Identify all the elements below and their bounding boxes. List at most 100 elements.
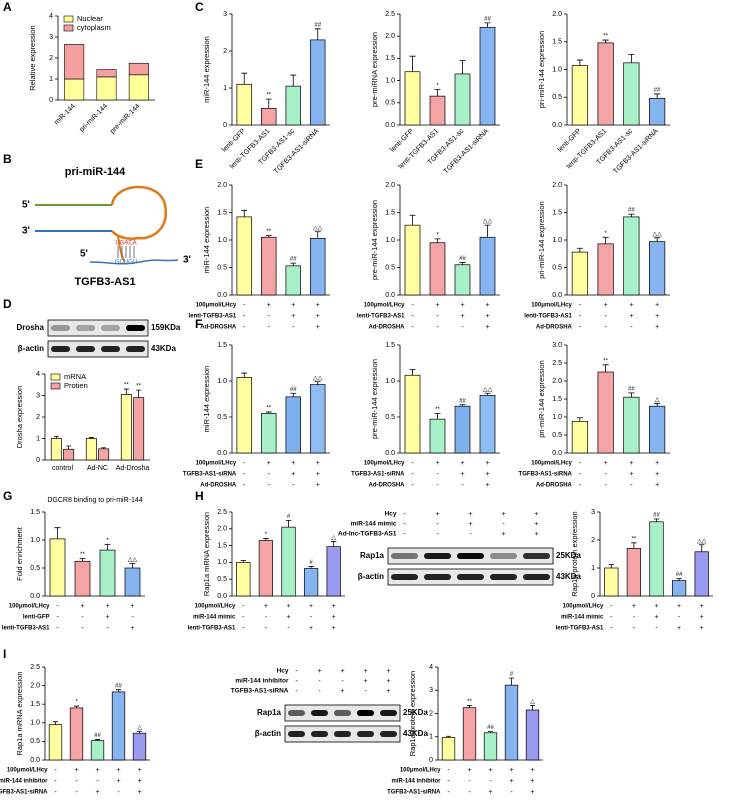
condition-label: miR-144 inhibitor — [391, 779, 441, 785]
y-tick-label: 1 — [429, 734, 433, 741]
bar — [236, 216, 252, 296]
error-bar — [576, 59, 583, 66]
y-tick-label: 3 — [223, 11, 227, 18]
annotation: ## — [459, 398, 466, 404]
bar — [285, 85, 301, 126]
y-axis-label: pri-miR-144 expression — [537, 31, 546, 109]
bar-segment — [96, 76, 117, 101]
error-bar — [314, 231, 321, 239]
y-tick-label: 1.0 — [385, 237, 395, 244]
condition-mark: - — [56, 614, 59, 621]
condition-label: TGFB3-AS1-siRNA — [0, 790, 48, 796]
condition-mark: - — [310, 614, 313, 621]
y-tick-label: 0 — [223, 122, 227, 129]
condition-mark: - — [411, 482, 414, 489]
condition-mark: + — [467, 767, 471, 774]
bar — [694, 551, 709, 597]
band-size: 43KDa — [556, 572, 581, 581]
y-tick-label: 1.5 — [385, 209, 395, 216]
bar — [597, 371, 614, 454]
error-bar — [265, 235, 272, 238]
y-axis-label: pre-miR-144 expression — [370, 200, 379, 280]
condition-mark: - — [268, 324, 271, 331]
bar — [74, 560, 91, 597]
end-label: 3' — [183, 255, 191, 266]
error-bar — [308, 566, 314, 569]
blot-band — [457, 553, 484, 559]
annotation: * — [436, 232, 439, 238]
condition-mark: + — [530, 767, 534, 774]
bar — [462, 707, 477, 761]
condition-mark: + — [530, 789, 534, 796]
condition-mark: - — [604, 471, 607, 478]
error-bar — [290, 392, 297, 397]
y-tick-label: 2.0 — [30, 682, 40, 689]
bar — [649, 405, 666, 454]
bar — [623, 62, 640, 126]
panel-label: F — [195, 317, 202, 331]
condition-label: miR-144 mimic — [193, 615, 236, 621]
bar — [454, 405, 471, 454]
error-bar — [445, 735, 452, 738]
condition-mark: - — [610, 603, 613, 610]
annotation: ## — [653, 513, 660, 519]
condition-mark: + — [700, 603, 704, 610]
condition-label: lenti-TGFB3-AS1 — [2, 626, 50, 632]
error-bar — [631, 542, 637, 549]
condition-label: 100μmol/LHcy — [9, 604, 50, 610]
condition-mark: - — [411, 313, 414, 320]
annotation: △ — [530, 699, 535, 705]
annotation: # — [510, 672, 514, 678]
error-bar — [314, 381, 321, 385]
condition-mark: + — [291, 302, 295, 309]
error-bar — [484, 392, 491, 396]
error-bar — [52, 721, 59, 725]
error-bar — [466, 704, 473, 708]
annotation: # — [287, 514, 291, 520]
condition-mark: + — [363, 678, 367, 685]
annotation: △△ — [653, 231, 663, 237]
error-bar — [459, 60, 466, 74]
error-bar — [529, 704, 536, 711]
condition-mark: - — [655, 625, 658, 632]
error-bar — [265, 411, 272, 414]
blot-band — [288, 731, 305, 737]
condition-label: Ad-DROSHA — [369, 483, 406, 489]
y-axis-label: pre-miRNA expression — [370, 32, 379, 107]
condition-mark: - — [411, 324, 414, 331]
y-tick-label: 0.0 — [217, 292, 227, 299]
annotation: ## — [484, 16, 491, 22]
bar — [571, 251, 588, 296]
bar — [310, 384, 326, 454]
bar — [597, 42, 614, 126]
condition-mark: + — [468, 521, 472, 528]
condition-label: lenti-TGFB3-AS1 — [556, 626, 604, 632]
error-bar — [409, 369, 416, 376]
annotation: △ — [137, 725, 142, 731]
blot-band — [523, 574, 550, 580]
blot-band — [76, 325, 95, 331]
annotation: △△ — [483, 219, 493, 225]
y-tick-label: 2.0 — [552, 11, 562, 18]
condition-mark: - — [579, 460, 582, 467]
bar — [111, 691, 126, 761]
bar — [326, 546, 341, 597]
legend-swatch — [50, 373, 61, 381]
condition-mark: + — [485, 471, 489, 478]
annotation: ## — [94, 733, 101, 739]
y-tick-label: 2.0 — [385, 33, 395, 40]
condition-mark: + — [116, 767, 120, 774]
condition-mark: + — [332, 603, 336, 610]
condition-mark: - — [411, 302, 414, 309]
y-tick-label: 2.5 — [217, 509, 227, 516]
error-bar — [240, 559, 247, 563]
y-axis-label: Relative expression — [28, 25, 37, 90]
blot-band — [357, 710, 374, 716]
error-bar — [653, 518, 660, 522]
band-name: β-actin — [255, 729, 281, 738]
condition-label: 100μmol/LHcy — [195, 604, 236, 610]
panel-label: H — [195, 489, 204, 503]
target-label: TGFB3-AS1 — [74, 276, 135, 288]
condition-mark: - — [131, 614, 134, 621]
error-bar — [676, 577, 682, 581]
